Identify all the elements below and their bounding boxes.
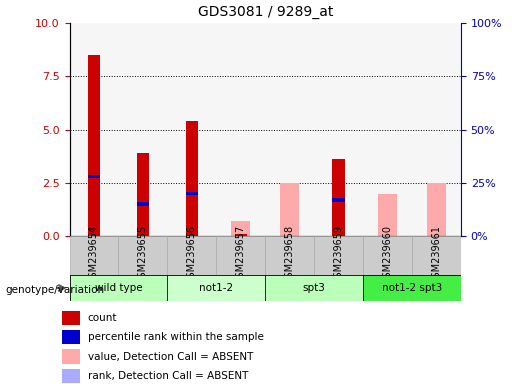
- Bar: [186, 121, 198, 236]
- Text: not1-2: not1-2: [199, 283, 233, 293]
- Bar: [314, 236, 363, 275]
- Text: GSM239656: GSM239656: [187, 225, 197, 284]
- Text: wild type: wild type: [95, 283, 142, 293]
- Bar: [88, 175, 100, 179]
- Text: GSM239655: GSM239655: [138, 225, 148, 284]
- Bar: [280, 183, 299, 236]
- Bar: [62, 349, 80, 364]
- Bar: [70, 23, 118, 236]
- Bar: [363, 275, 461, 301]
- Text: GSM239658: GSM239658: [285, 225, 295, 284]
- Bar: [363, 236, 412, 275]
- Bar: [186, 192, 198, 195]
- Bar: [265, 236, 314, 275]
- Bar: [265, 275, 363, 301]
- Bar: [280, 209, 299, 236]
- Bar: [333, 198, 345, 202]
- Bar: [333, 159, 345, 236]
- Text: not1-2 spt3: not1-2 spt3: [382, 283, 442, 293]
- Bar: [265, 23, 314, 236]
- Bar: [62, 330, 80, 344]
- Bar: [62, 369, 80, 383]
- Bar: [70, 236, 118, 275]
- Text: GSM239661: GSM239661: [432, 225, 441, 284]
- Bar: [314, 23, 363, 236]
- Title: GDS3081 / 9289_at: GDS3081 / 9289_at: [198, 5, 333, 19]
- Text: GSM239657: GSM239657: [236, 225, 246, 284]
- Bar: [235, 234, 247, 236]
- Bar: [427, 183, 446, 236]
- Bar: [137, 202, 149, 206]
- Bar: [167, 236, 216, 275]
- Bar: [412, 23, 461, 236]
- Bar: [231, 221, 250, 236]
- Bar: [216, 23, 265, 236]
- Bar: [118, 23, 167, 236]
- Bar: [216, 236, 265, 275]
- Text: GSM239654: GSM239654: [89, 225, 99, 284]
- Bar: [427, 209, 446, 236]
- Bar: [378, 213, 397, 236]
- Bar: [231, 223, 250, 236]
- Bar: [412, 236, 461, 275]
- Text: percentile rank within the sample: percentile rank within the sample: [88, 332, 264, 342]
- Bar: [167, 275, 265, 301]
- Bar: [62, 311, 80, 325]
- Text: spt3: spt3: [303, 283, 325, 293]
- Bar: [378, 194, 397, 236]
- Text: genotype/variation: genotype/variation: [5, 285, 104, 295]
- Bar: [70, 275, 167, 301]
- Bar: [137, 153, 149, 236]
- Text: rank, Detection Call = ABSENT: rank, Detection Call = ABSENT: [88, 371, 248, 381]
- Bar: [88, 55, 100, 236]
- Text: value, Detection Call = ABSENT: value, Detection Call = ABSENT: [88, 352, 253, 362]
- Text: GSM239660: GSM239660: [383, 225, 392, 284]
- Text: GSM239659: GSM239659: [334, 225, 344, 284]
- Text: count: count: [88, 313, 117, 323]
- Bar: [118, 236, 167, 275]
- Bar: [167, 23, 216, 236]
- Bar: [363, 23, 412, 236]
